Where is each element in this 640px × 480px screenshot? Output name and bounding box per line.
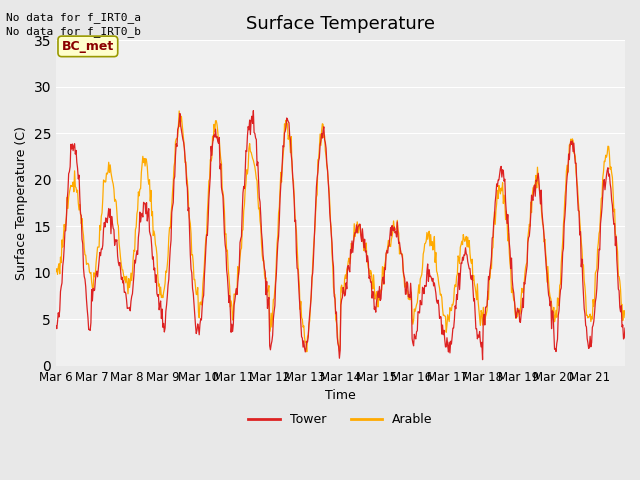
Legend: Tower, Arable: Tower, Arable xyxy=(243,408,438,432)
Y-axis label: Surface Temperature (C): Surface Temperature (C) xyxy=(15,126,28,280)
X-axis label: Time: Time xyxy=(325,389,356,402)
Line: Arable: Arable xyxy=(56,111,625,352)
Tower xyxy=(253,137,260,143)
Arable xyxy=(401,284,408,290)
Tower xyxy=(479,357,486,362)
Arable xyxy=(175,108,183,114)
Arable xyxy=(621,314,629,320)
Arable xyxy=(274,232,282,238)
Arable xyxy=(224,265,232,271)
Arable xyxy=(303,349,310,355)
Text: No data for f_IRT0_a: No data for f_IRT0_a xyxy=(6,12,141,23)
Text: BC_met: BC_met xyxy=(61,40,114,53)
Tower xyxy=(223,274,231,279)
Tower xyxy=(52,323,60,329)
Arable xyxy=(253,176,260,181)
Line: Tower: Tower xyxy=(56,110,625,360)
Tower xyxy=(119,280,127,286)
Tower xyxy=(432,290,440,296)
Tower xyxy=(250,108,257,113)
Text: No data for f_IRT0_b: No data for f_IRT0_b xyxy=(6,26,141,37)
Title: Surface Temperature: Surface Temperature xyxy=(246,15,435,33)
Arable xyxy=(52,269,60,275)
Tower xyxy=(621,325,629,331)
Tower xyxy=(400,273,408,278)
Arable xyxy=(119,267,127,273)
Arable xyxy=(433,268,440,274)
Tower xyxy=(274,240,282,246)
